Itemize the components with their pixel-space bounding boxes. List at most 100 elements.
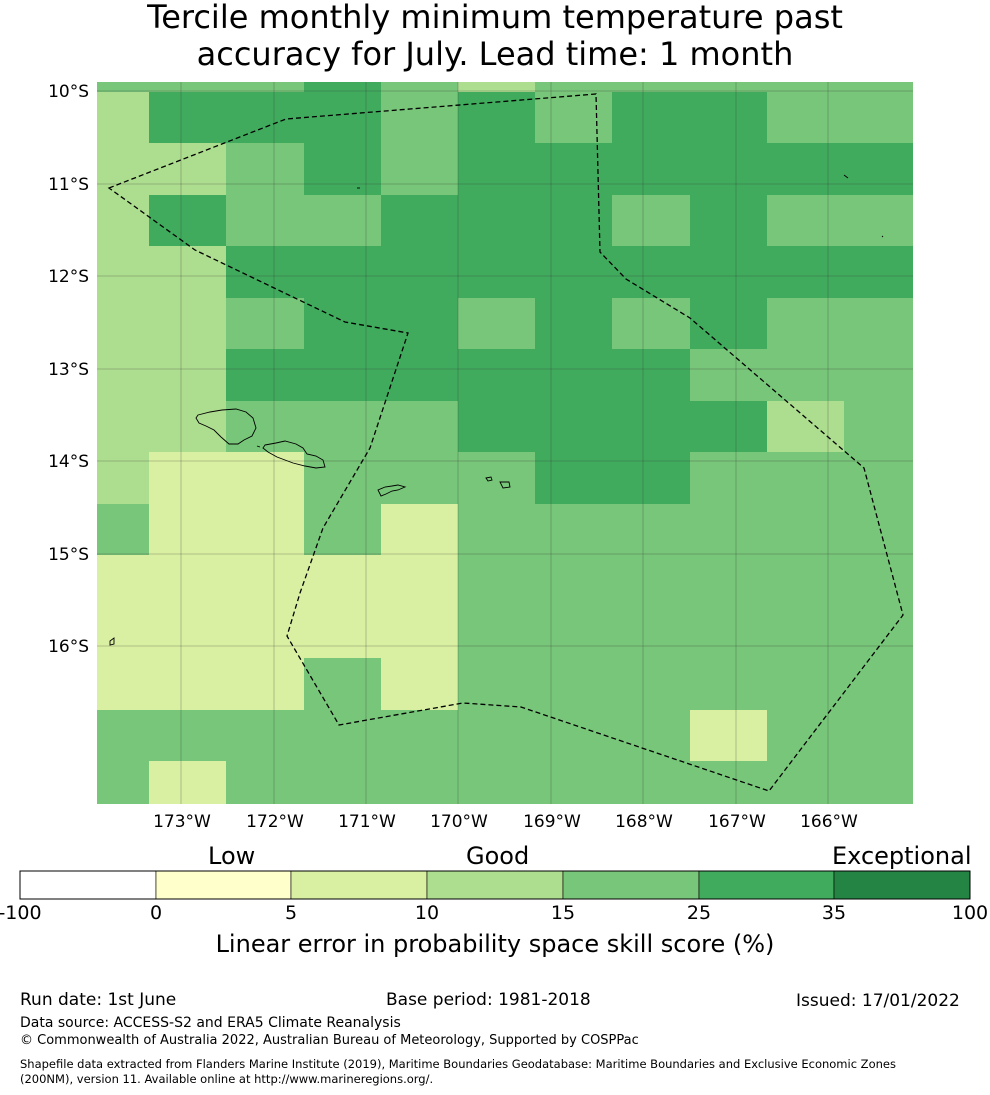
skill-grid-cell [612,555,690,607]
skill-grid-cell [535,607,612,658]
skill-grid-cell [458,246,535,298]
longitude-label: 169°W [523,812,581,832]
skill-grid-cell [458,82,535,92]
skill-grid-cell [844,607,913,658]
skill-grid-cell [767,92,844,143]
colorbar-segment [290,870,428,900]
skill-grid-cell [767,195,844,246]
longitude-label: 168°W [615,812,673,832]
skill-grid-cell [458,143,535,195]
skill-grid-cell [535,658,612,710]
skill-grid-cell [767,298,844,349]
skill-grid-cell [304,143,381,195]
skill-grid-cell [767,246,844,298]
skill-grid-cell [535,195,612,246]
skill-grid-cell [97,761,149,804]
colorbar-segment [833,870,971,900]
colorbar-tick: -100 [0,902,42,924]
colorbar-tick: 10 [414,902,440,924]
skill-grid-cell [844,143,913,195]
base-period: Base period: 1981-2018 [386,990,591,1010]
skill-grid-cell [690,555,767,607]
skill-grid-cell [381,504,458,555]
skill-grid-cell [690,607,767,658]
skill-grid-cell [381,246,458,298]
skill-grid-cell [612,504,690,555]
skill-grid-cell [612,195,690,246]
skill-grid-cell [381,658,458,710]
colorbar-frame [19,870,971,900]
skill-grid-cell [844,349,913,401]
skill-grid-cell [844,658,913,710]
skill-grid-cell [844,298,913,349]
skill-grid-cell [304,401,381,452]
skill-grid-cell [304,246,381,298]
eez-boundary [107,93,904,792]
latitude-label: 13°S [48,360,89,380]
skill-grid-cell [767,143,844,195]
skill-grid-cell [97,143,149,195]
skill-grid-cell [535,246,612,298]
north-islet-b [843,174,849,179]
skill-grid-cell [226,143,304,195]
colorbar-tick: 25 [686,902,712,924]
skill-grid-cell [97,195,149,246]
skill-grid-cell [690,92,767,143]
skill-grid-cell [226,607,304,658]
colorbar-label-low: Low [208,842,256,870]
skill-grid-cell [458,195,535,246]
longitude-label: 170°W [430,812,488,832]
skill-grid-cell [690,349,767,401]
skill-grid-cell [97,349,149,401]
skill-grid-cell [149,555,226,607]
skill-grid-cell [304,195,381,246]
skill-grid-cell [149,143,226,195]
skill-grid-cell [381,710,458,761]
skill-grid-cell [381,607,458,658]
skill-grid-cell [767,504,844,555]
skill-grid-cell [149,401,226,452]
skill-grid-cell [458,452,535,504]
skill-grid-cell [612,658,690,710]
skill-grid-cell [458,298,535,349]
skill-grid-cell [690,504,767,555]
skill-grid-cell [535,298,612,349]
upolu-island-outline [262,440,326,469]
skill-grid-cell [690,710,767,761]
skill-grid-cell [535,761,612,804]
skill-grid-cell [458,607,535,658]
north-islet-c [881,235,884,238]
skill-grid-cell [767,452,844,504]
skill-grid-cell [226,658,304,710]
skill-grid-cell [535,710,612,761]
skill-grid-cell [844,195,913,246]
skill-grid-cell [97,555,149,607]
skill-grid-cell [535,92,612,143]
skill-grid-cell [97,710,149,761]
skill-grid-cell [149,452,226,504]
latitude-label: 10°S [48,82,89,102]
tau-island-outline [499,481,511,489]
skill-grid-cell [97,504,149,555]
skill-grid-cell [97,401,149,452]
skill-grid-cell [767,761,844,804]
skill-grid-cell [844,710,913,761]
skill-grid-cell [458,761,535,804]
skill-grid-cell [458,504,535,555]
skill-grid-cell [304,710,381,761]
skill-grid-cell [535,143,612,195]
skill-grid-cell [612,401,690,452]
skill-grid-cell [149,195,226,246]
colorbar-axis-label: Linear error in probability space skill … [215,930,775,958]
skill-grid-cell [304,298,381,349]
skill-grid-cell [690,761,767,804]
skill-grid-cell [535,401,612,452]
map-title-line-1: Tercile monthly minimum temperature past [147,0,843,36]
savaii-island-outline [195,408,257,445]
skill-grid-cell [844,452,913,504]
skill-grid-cell [226,710,304,761]
colorbar-tick: 5 [284,902,298,924]
skill-grid-cell [149,92,226,143]
skill-grid-cell [535,82,612,92]
skill-grid-cell [226,452,304,504]
